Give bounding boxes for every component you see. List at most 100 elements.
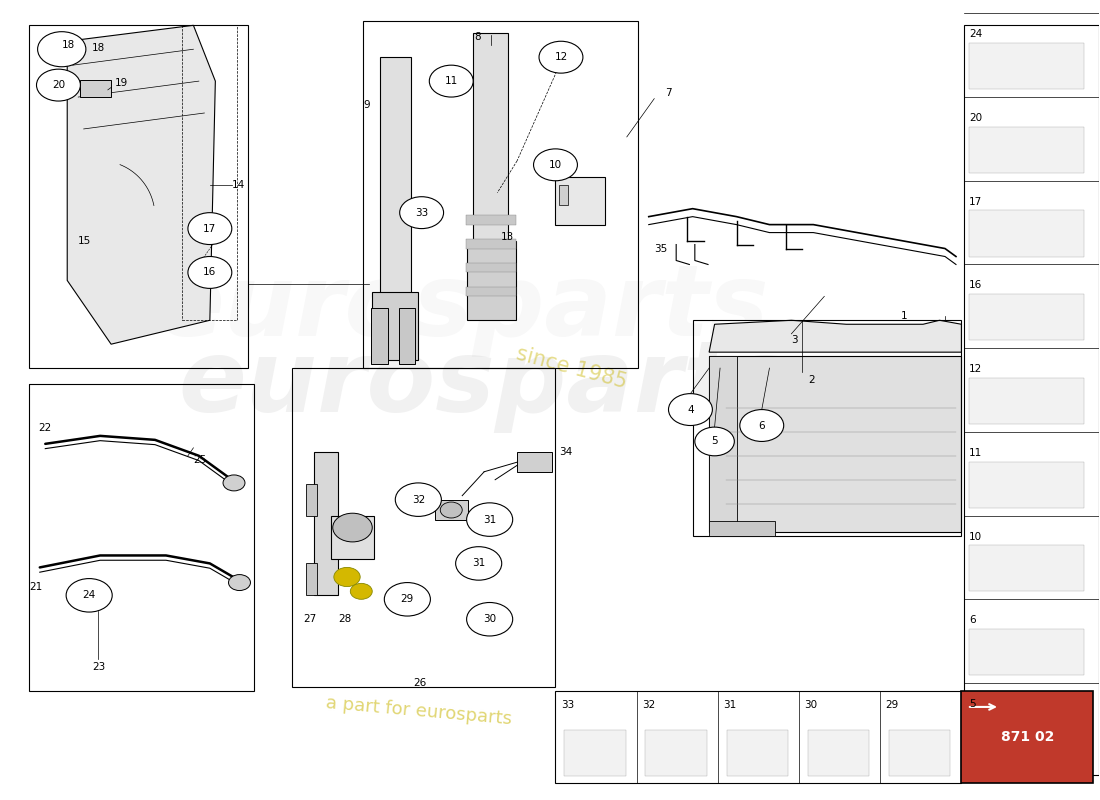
Text: 22: 22 [39, 423, 52, 433]
Bar [517, 452, 552, 472]
Circle shape [188, 257, 232, 288]
Polygon shape [67, 26, 216, 344]
Circle shape [36, 69, 80, 101]
Bar [969, 546, 1084, 591]
Circle shape [395, 483, 441, 516]
Bar [964, 26, 1099, 774]
Text: 17: 17 [204, 223, 217, 234]
Bar [556, 691, 961, 782]
Text: 18: 18 [91, 42, 104, 53]
Text: 16: 16 [969, 280, 982, 290]
Bar [307, 484, 318, 515]
Text: 32: 32 [642, 700, 656, 710]
Circle shape [466, 602, 513, 636]
Bar [293, 368, 556, 687]
Bar [710, 356, 737, 531]
Text: 6: 6 [969, 615, 976, 626]
Text: 8: 8 [474, 32, 481, 42]
Text: 13: 13 [500, 231, 514, 242]
Bar [372, 292, 418, 360]
Text: 23: 23 [92, 662, 106, 672]
Text: 21: 21 [29, 582, 42, 592]
Text: 9: 9 [363, 100, 370, 110]
Text: eurosparts: eurosparts [178, 335, 791, 433]
Text: 18: 18 [62, 40, 75, 50]
Circle shape [534, 149, 578, 181]
Text: 12: 12 [969, 364, 982, 374]
Text: since 1985: since 1985 [515, 344, 629, 393]
Bar [889, 730, 950, 776]
Text: 10: 10 [549, 160, 562, 170]
Bar [466, 241, 516, 320]
Bar [434, 500, 468, 519]
Text: 24: 24 [82, 590, 96, 600]
Polygon shape [710, 320, 961, 352]
Bar [646, 730, 707, 776]
Text: 32: 32 [411, 494, 425, 505]
Bar [969, 43, 1084, 89]
Text: 1: 1 [901, 311, 908, 322]
Text: 871 02: 871 02 [1001, 730, 1054, 744]
Text: 30: 30 [804, 700, 817, 710]
Text: 11: 11 [444, 76, 458, 86]
Circle shape [455, 546, 502, 580]
Circle shape [229, 574, 251, 590]
Bar [961, 691, 1093, 782]
Text: 19: 19 [114, 78, 128, 88]
Bar [969, 294, 1084, 340]
Bar [331, 515, 374, 559]
Text: 14: 14 [232, 180, 245, 190]
Circle shape [539, 42, 583, 73]
Text: 11: 11 [969, 448, 982, 458]
Circle shape [188, 213, 232, 245]
Text: 31: 31 [483, 514, 496, 525]
Text: 30: 30 [483, 614, 496, 624]
Text: 17: 17 [969, 197, 982, 206]
Text: 5: 5 [969, 699, 976, 709]
Bar [307, 563, 318, 595]
Text: 31: 31 [724, 700, 737, 710]
Text: 28: 28 [338, 614, 352, 624]
Circle shape [350, 583, 372, 599]
Bar [465, 215, 516, 225]
Bar [465, 239, 516, 249]
Bar [315, 452, 338, 595]
Circle shape [399, 197, 443, 229]
Bar [710, 521, 774, 535]
Circle shape [384, 582, 430, 616]
Circle shape [66, 578, 112, 612]
Circle shape [669, 394, 713, 426]
Bar [710, 356, 961, 531]
Text: a part for eurosparts: a part for eurosparts [324, 694, 513, 728]
Bar [564, 730, 626, 776]
Bar [969, 126, 1084, 173]
Text: 15: 15 [78, 235, 91, 246]
Bar [371, 308, 387, 364]
Bar [363, 22, 638, 368]
Text: 2: 2 [807, 375, 814, 385]
Bar [969, 629, 1084, 675]
Bar [969, 210, 1084, 257]
Text: eurosparts: eurosparts [156, 260, 769, 357]
Text: 16: 16 [204, 267, 217, 278]
Bar [969, 378, 1084, 424]
Circle shape [740, 410, 783, 442]
Text: 35: 35 [654, 243, 668, 254]
Bar [80, 79, 111, 97]
Text: 12: 12 [554, 52, 568, 62]
Text: 29: 29 [400, 594, 414, 604]
Text: 27: 27 [304, 614, 317, 624]
Text: 4: 4 [688, 405, 694, 414]
Circle shape [332, 514, 372, 542]
Bar [693, 320, 961, 535]
Text: 33: 33 [561, 700, 574, 710]
Circle shape [466, 503, 513, 536]
Circle shape [333, 567, 360, 586]
Bar [559, 185, 568, 205]
Bar [969, 462, 1084, 508]
Text: 5: 5 [712, 437, 718, 446]
Text: 20: 20 [52, 80, 65, 90]
Bar [465, 263, 516, 273]
Circle shape [37, 32, 86, 66]
Text: 6: 6 [759, 421, 766, 430]
